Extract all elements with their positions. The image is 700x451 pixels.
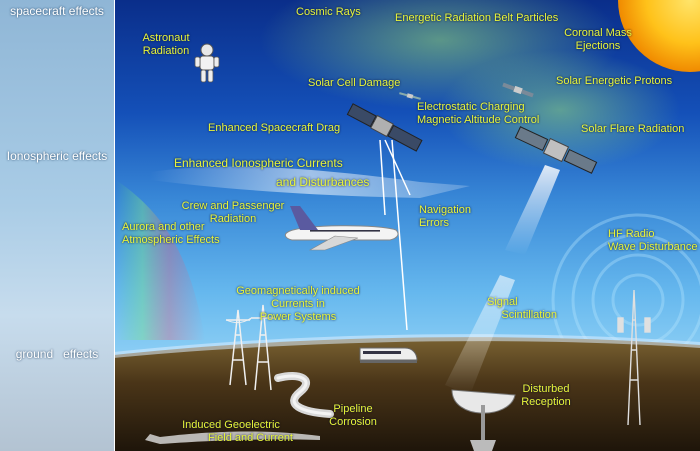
label-charging-line1: Electrostatic Charging — [417, 101, 525, 113]
label-cme-line2: Ejections — [575, 40, 621, 52]
label-gic: Geomagnetically induced Currents in Powe… — [228, 285, 368, 324]
label-navigation: Navigation Errors — [419, 204, 471, 230]
label-reception: Disturbed Reception — [515, 383, 577, 409]
label-cme: Coronal Mass Ejections — [556, 27, 640, 53]
label-gic-line2: Currents in — [271, 298, 325, 310]
aurora — [116, 180, 205, 340]
label-reception-line2: Reception — [521, 396, 571, 408]
power-tower-icon — [225, 304, 275, 391]
label-solar-cell: Solar Cell Damage — [308, 77, 401, 89]
label-aurora-line1: Aurora and other — [122, 221, 205, 233]
satellite-icon — [514, 126, 598, 174]
green-glow — [440, 50, 680, 170]
horizon-haze — [114, 334, 700, 358]
label-aurora-line2: Atmospheric Effects — [122, 234, 220, 246]
satellite-icon — [346, 103, 423, 152]
label-aurora: Aurora and other Atmospheric Effects — [122, 221, 220, 247]
label-cosmic-rays: Cosmic Rays — [296, 6, 361, 18]
label-ionospheric-currents-2: and Disturbances — [276, 175, 370, 189]
sun-icon — [618, 0, 700, 72]
label-astronaut-line2: Radiation — [142, 45, 190, 57]
label-geoelectric: Induced Geoelectric Field and Current — [176, 419, 293, 445]
label-crew: Crew and Passenger Radiation — [178, 200, 288, 226]
label-hf-radio: HF Radio Wave Disturbance — [608, 228, 697, 254]
satellite-dish-icon — [451, 389, 516, 451]
label-geoelectric-line2: Field and Current — [208, 432, 293, 444]
label-astronaut-line1: Astronaut — [142, 32, 190, 44]
label-crew-line2: Radiation — [209, 213, 257, 225]
label-charging-line2: Magnetic Altitude Control — [417, 114, 540, 126]
label-navigation-line1: Navigation — [419, 204, 471, 216]
label-gic-line3: Power Systems — [259, 311, 337, 323]
satellite-icon — [399, 92, 421, 100]
label-hf-line2: Wave Disturbance — [608, 241, 698, 253]
label-navigation-line2: Errors — [419, 217, 449, 229]
train-icon — [359, 347, 418, 363]
pipeline-icon — [276, 374, 332, 416]
label-signal-line2: Scintillation — [501, 309, 557, 321]
signal-beam — [505, 165, 560, 255]
signal-beam — [445, 275, 515, 395]
label-signal-line1: Signal — [487, 296, 518, 308]
label-pipeline-line2: Corrosion — [329, 416, 377, 428]
label-charging: Electrostatic Charging Magnetic Altitude… — [417, 101, 539, 127]
ground — [114, 337, 700, 451]
label-crew-line1: Crew and Passenger — [181, 200, 285, 212]
label-flare: Solar Flare Radiation — [581, 123, 685, 135]
effects-sidebar: spacecraft effects Ionospheric effects g… — [0, 0, 115, 451]
label-pipeline-line1: Pipeline — [333, 403, 373, 415]
label-gic-line1: Geomagnetically induced — [236, 285, 360, 297]
satellite-icon — [502, 82, 534, 98]
region-label-spacecraft: spacecraft effects — [10, 4, 104, 18]
region-label-ground: ground effects — [15, 347, 99, 361]
label-pipeline: Pipeline Corrosion — [328, 403, 378, 429]
ionospheric-current-stream — [150, 166, 470, 198]
label-belt-particles: Energetic Radiation Belt Particles — [395, 12, 559, 24]
effect-lines — [379, 139, 411, 331]
airplane-icon — [284, 206, 399, 251]
label-signal: Signal Scintillation — [485, 296, 557, 322]
label-astronaut: Astronaut Radiation — [138, 32, 194, 58]
label-cme-line1: Coronal Mass — [564, 27, 632, 39]
radio-tower-icon — [617, 289, 651, 426]
geoelectric-arrow — [145, 431, 320, 444]
label-geoelectric-line1: Induced Geoelectric — [182, 419, 280, 431]
astronaut-icon — [194, 43, 220, 83]
region-label-ionospheric: Ionospheric effects — [6, 149, 108, 163]
label-ionospheric-currents-1: Enhanced Ionospheric Currents — [174, 156, 343, 170]
label-drag: Enhanced Spacecraft Drag — [208, 122, 341, 134]
label-hf-line1: HF Radio — [608, 228, 655, 240]
label-protons: Solar Energetic Protons — [556, 75, 673, 87]
label-reception-line1: Disturbed — [522, 383, 570, 395]
